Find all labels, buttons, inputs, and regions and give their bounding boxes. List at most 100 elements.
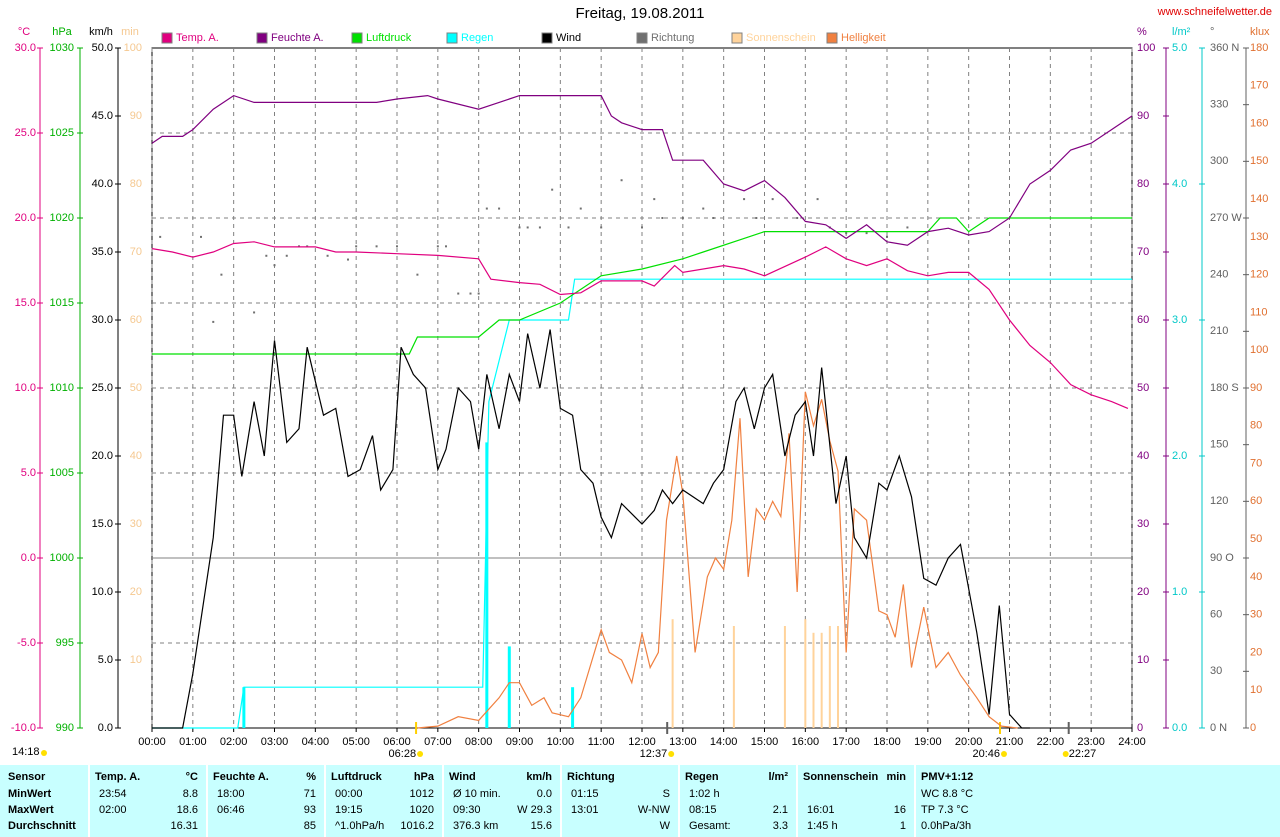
y-tick-label: 80	[1250, 420, 1262, 432]
y-tick-label: 40.0	[92, 178, 113, 190]
y-tick-label: 30	[1210, 665, 1222, 677]
y-tick-label: 100	[1250, 344, 1268, 356]
legend-swatch	[636, 32, 648, 44]
y-tick-label: 360 N	[1210, 42, 1239, 54]
x-tick-label: 23:00	[1077, 736, 1105, 748]
series-line	[152, 217, 1132, 355]
direction-dot	[518, 226, 521, 229]
column-unit: km/h	[526, 771, 552, 783]
legend-label: Luftdruck	[366, 32, 412, 44]
y-tick-label: 240	[1210, 269, 1228, 281]
y-tick-label: 30	[130, 518, 142, 530]
y-tick-label: 20	[1137, 586, 1149, 598]
column-title: PMV+1:12	[921, 771, 974, 783]
column-separator	[324, 765, 326, 837]
direction-dot	[375, 245, 378, 248]
cell-label: 376.3 km	[453, 820, 499, 832]
cell-label: 08:15	[689, 804, 717, 816]
direction-dot	[265, 254, 268, 257]
row-label: Durchschnitt	[8, 820, 76, 832]
sun-icon	[41, 750, 47, 756]
cell-label: 06:46	[217, 804, 245, 816]
direction-dot	[755, 217, 758, 219]
y-tick-label: 1010	[50, 382, 74, 394]
column-title: Regen	[685, 771, 719, 783]
direction-dot	[743, 198, 746, 201]
cell-value: 1012	[409, 788, 434, 800]
legend-swatch	[256, 32, 268, 44]
direction-dot	[498, 207, 501, 210]
column-title: Sonnenschein	[803, 771, 879, 783]
direction-dot	[273, 264, 276, 267]
direction-dot	[886, 235, 888, 238]
sunshine-bar	[837, 626, 839, 728]
chart: Freitag, 19.08.2011 www.schneifelwetter.…	[11, 5, 1272, 760]
y-tick-label: 10	[130, 654, 142, 666]
axis-unit: °C	[18, 26, 30, 38]
direction-dot	[702, 207, 705, 210]
direction-dot	[469, 292, 472, 295]
direction-dot	[457, 292, 460, 295]
cell-label: 19:15	[335, 804, 363, 816]
x-tick-label: 11:00	[588, 736, 615, 748]
direction-dot	[661, 217, 664, 219]
column-unit: %	[306, 771, 316, 783]
y-tick-label: 0.0	[1172, 722, 1187, 734]
cell-label: Gesamt:	[689, 820, 731, 832]
direction-dot	[681, 217, 684, 219]
cell-label: 09:30	[453, 804, 481, 816]
y-tick-label: 100	[1137, 42, 1155, 54]
column-separator	[560, 765, 562, 837]
y-tick-label: 100	[124, 42, 142, 54]
x-tick-label: 18:00	[873, 736, 901, 748]
direction-dot	[641, 226, 643, 229]
y-tick-label: 210	[1210, 325, 1228, 337]
x-tick-label: 12:00	[628, 736, 656, 748]
direction-dot	[436, 245, 439, 248]
y-tick-label: 70	[1250, 457, 1262, 469]
y-tick-label: 330	[1210, 99, 1228, 111]
cell-value: W	[659, 820, 670, 832]
y-tick-label: 150	[1210, 439, 1228, 451]
x-tick-label: 17:00	[832, 736, 860, 748]
legend-label: Temp. A.	[176, 32, 219, 44]
y-tick-label: 40	[1137, 450, 1149, 462]
cell-value: W-NW	[637, 804, 670, 816]
series-line	[151, 94, 1133, 246]
column-separator	[442, 765, 444, 837]
column-title: Wind	[449, 771, 476, 783]
rain-bar	[485, 442, 489, 728]
cell-value: 2.1	[772, 804, 788, 816]
column-separator	[796, 765, 798, 837]
summary-table: Sensor Temp. A. °C Feuchte A.% Luftdruck hPa W…	[0, 765, 1280, 837]
cell-label: 23:54	[99, 788, 127, 800]
sun-icon	[1000, 751, 1007, 757]
y-tick-label: 10	[1137, 654, 1149, 666]
rain-bar	[571, 687, 575, 728]
axis-unit: °	[1210, 26, 1214, 38]
cell-value: W 29.3	[517, 804, 552, 816]
y-tick-label: 20.0	[92, 450, 113, 462]
direction-dot	[355, 245, 358, 248]
direction-dot	[796, 217, 799, 219]
y-tick-label: -5.0	[17, 637, 36, 649]
sun-icon	[1062, 751, 1069, 757]
column-title: Sensor	[8, 771, 46, 783]
direction-dot	[865, 232, 868, 235]
source: www.schneifelwetter.de	[1157, 6, 1272, 18]
sunshine-bar	[812, 632, 815, 728]
y-tick-label: 30	[1250, 609, 1262, 621]
y-tick-label: 300	[1210, 155, 1228, 167]
x-tick-label: 20:00	[955, 736, 983, 748]
y-tick-label: 40	[130, 450, 142, 462]
y-tick-label: 25.0	[15, 127, 36, 139]
cell-value: 16	[893, 804, 906, 816]
row-label: MaxWert	[8, 804, 54, 816]
y-tick-label: 3.0	[1172, 314, 1187, 326]
y-tick-label: 70	[1137, 246, 1149, 258]
x-tick-label: 03:00	[261, 736, 289, 748]
series-line	[151, 241, 1129, 409]
y-tick-label: 40	[1250, 571, 1262, 583]
cell-label: 18:00	[217, 788, 245, 800]
direction-dot	[620, 179, 623, 182]
